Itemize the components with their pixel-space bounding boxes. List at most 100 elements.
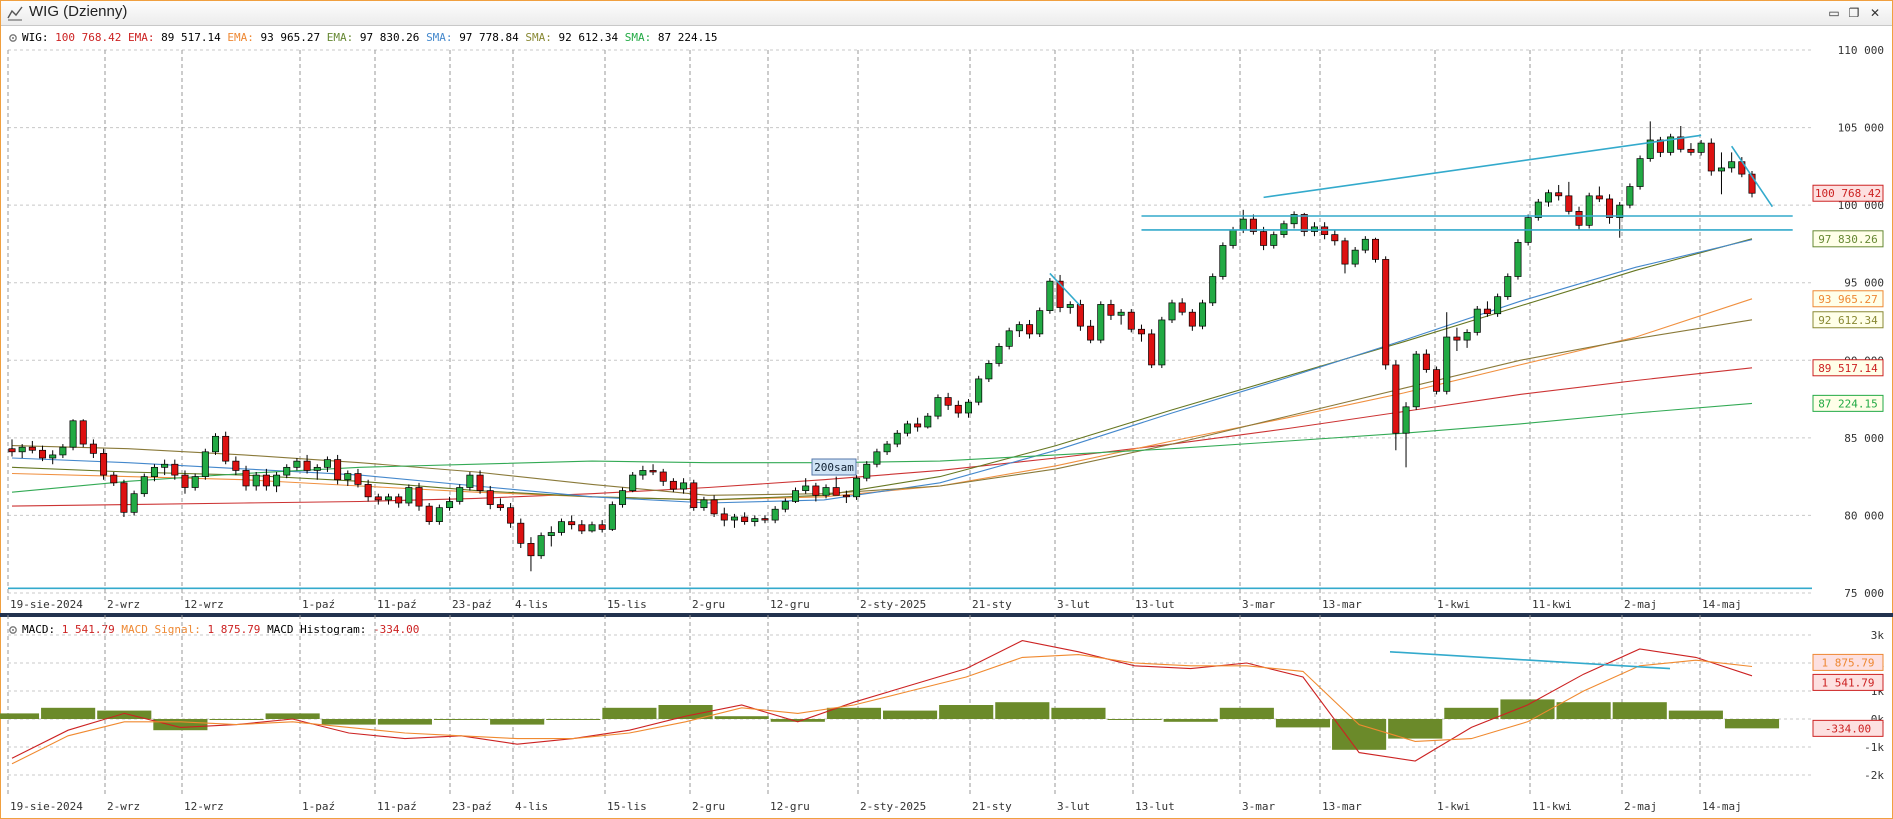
macd-tag-box xyxy=(1812,719,1884,737)
candle xyxy=(619,487,627,508)
macd-settings-gear-icon[interactable] xyxy=(7,624,19,636)
candle-body xyxy=(802,485,810,491)
candle xyxy=(1036,307,1044,338)
candle-body xyxy=(853,477,861,498)
macd-histogram-bar xyxy=(995,702,1050,719)
x-tick-label: 4-lis xyxy=(515,800,548,813)
candle xyxy=(1504,273,1512,300)
candle xyxy=(323,456,331,472)
candle xyxy=(1514,239,1522,280)
candle-body xyxy=(761,518,769,521)
candle-body xyxy=(619,490,627,505)
x-tick-label: 15-lis xyxy=(607,800,647,813)
candle xyxy=(425,503,433,525)
macd-histogram-bar xyxy=(265,713,320,719)
candle-body xyxy=(1056,280,1064,308)
x-tick-label: 21-sty xyxy=(972,800,1012,813)
legend-ema-1: EMA: 89 517.14 xyxy=(127,31,221,44)
settings-gear-icon[interactable] xyxy=(7,32,19,44)
candle-body xyxy=(1219,245,1227,277)
legend-ema-2: EMA: 93 965.27 xyxy=(227,31,321,44)
candle xyxy=(89,439,97,459)
candle-body xyxy=(405,487,413,504)
title-bar[interactable]: WIG (Dzienny) ▭ ❐ ✕ xyxy=(1,1,1892,26)
candle-body xyxy=(1422,353,1430,370)
candle-body xyxy=(1188,311,1196,327)
candle xyxy=(1433,366,1441,395)
candle-body xyxy=(1026,324,1034,335)
candle xyxy=(792,487,800,504)
candle xyxy=(395,493,403,508)
candle xyxy=(273,471,281,493)
candle-body xyxy=(1015,324,1023,332)
candle-body xyxy=(1036,310,1044,335)
candle xyxy=(517,518,525,549)
candle-body xyxy=(466,474,474,488)
candle-body xyxy=(537,535,545,557)
candle xyxy=(1341,237,1349,274)
candle xyxy=(842,490,850,504)
candle xyxy=(466,471,474,491)
macd-signal-line xyxy=(11,654,1753,765)
candle-body xyxy=(964,401,972,414)
price-tick-label: 85 000 xyxy=(1844,432,1884,445)
candle xyxy=(344,470,352,486)
candle xyxy=(18,444,26,459)
candle xyxy=(1422,349,1430,373)
candle-body xyxy=(1382,259,1390,366)
candle xyxy=(1473,305,1481,336)
candle-body xyxy=(598,524,606,530)
price-tick-label: 95 000 xyxy=(1844,277,1884,290)
candle-body xyxy=(1636,158,1644,187)
candle xyxy=(69,419,77,451)
candle-body xyxy=(1514,242,1522,277)
candle xyxy=(507,503,515,528)
candle-body xyxy=(954,404,962,414)
macd-histogram-bar xyxy=(433,719,489,720)
pane-divider[interactable] xyxy=(0,613,1893,617)
candle xyxy=(1687,143,1695,156)
price-tag-text: 100 768.42 xyxy=(1815,187,1881,200)
x-tick-label: 3-lut xyxy=(1057,598,1090,611)
candle-body xyxy=(507,507,515,524)
restore-icon[interactable]: ❐ xyxy=(1848,6,1860,20)
candle-body xyxy=(1544,192,1552,203)
candle xyxy=(181,470,189,494)
x-tick-label: 11-kwi xyxy=(1532,598,1572,611)
candle-body xyxy=(456,487,464,502)
candle xyxy=(995,343,1003,367)
macd-histogram-bar xyxy=(1163,719,1218,722)
candle xyxy=(1005,327,1013,350)
close-icon[interactable]: ✕ xyxy=(1869,6,1881,20)
price-tick-label: 100 000 xyxy=(1838,199,1884,212)
candle-body xyxy=(1066,304,1074,308)
candle xyxy=(730,513,738,528)
macd-histogram-bar xyxy=(939,705,994,719)
candle xyxy=(446,496,454,511)
candle xyxy=(1646,121,1654,162)
candle xyxy=(863,461,871,482)
candle-body xyxy=(313,466,321,471)
macd-histogram-bar xyxy=(209,719,264,720)
candle-body xyxy=(374,496,382,501)
candle xyxy=(405,484,413,507)
x-tick-label: 1-paź xyxy=(302,598,335,611)
price-tag-text: 89 517.14 xyxy=(1818,362,1878,375)
macd-histogram-bar xyxy=(1612,702,1667,719)
candle xyxy=(130,490,138,516)
candle-body xyxy=(110,474,118,484)
candle xyxy=(415,482,423,511)
candle-body xyxy=(873,451,881,465)
candle-body xyxy=(476,474,484,491)
candle xyxy=(1158,316,1166,369)
candle-body xyxy=(222,435,230,462)
candle-body xyxy=(283,466,291,476)
annotation-label: 200sam xyxy=(814,461,854,474)
x-tick-label: 1-paź xyxy=(302,800,335,813)
minimize-icon[interactable]: ▭ xyxy=(1828,6,1840,20)
candle-body xyxy=(1463,332,1471,341)
x-tick-label: 1-kwi xyxy=(1437,598,1470,611)
candle-body xyxy=(771,508,779,521)
candle-body xyxy=(415,487,423,507)
